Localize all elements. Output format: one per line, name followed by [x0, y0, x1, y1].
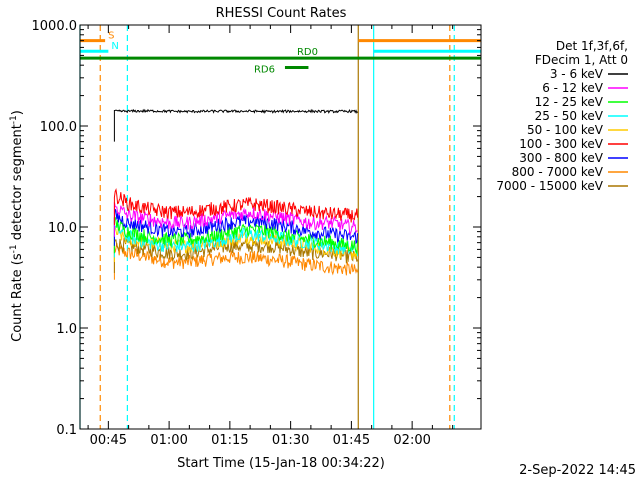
- data-series: [113, 108, 359, 280]
- x-tick-label-01-45: 01:45: [333, 433, 370, 448]
- flag-label-rd0: RD0: [297, 47, 318, 58]
- legend: Det 1f,3f,6f, FDecim 1, Att 0 3 - 6 keV6…: [496, 39, 628, 193]
- series-100-300-kev: [113, 187, 359, 225]
- y-tick-label-0-1: 0.1: [56, 423, 77, 438]
- flag-label-rd6: RD6: [254, 64, 275, 75]
- y-tick-label-10-0: 10.0: [48, 221, 77, 236]
- legend-label-25-50-kev: 25 - 50 keV: [535, 109, 604, 123]
- footer-date: 2-Sep-2022 14:45: [519, 463, 636, 478]
- legend-label-800-7000-kev: 800 - 7000 keV: [512, 165, 604, 179]
- legend-label-300-800-kev: 300 - 800 keV: [519, 151, 603, 165]
- x-tick-label-02-00: 02:00: [393, 433, 430, 448]
- legend-label-7000-15000-kev: 7000 - 15000 keV: [496, 179, 603, 193]
- series-3-6-kev: [113, 108, 358, 142]
- axis-ticks: 0.1 1.0 10.0 100.0 1000.0 00:45 01:00 01:15 01:3…: [32, 19, 481, 448]
- legend-header-1: Det 1f,3f,6f,: [556, 39, 628, 53]
- x-tick-label-00-45: 00:45: [90, 433, 127, 448]
- y-tick-label-1-0: 1.0: [56, 322, 77, 337]
- x-axis-label: Start Time (15-Jan-18 00:34:22): [177, 456, 385, 471]
- flag-label-n: N: [111, 41, 118, 52]
- legend-label-100-300-kev: 100 - 300 keV: [519, 137, 603, 151]
- y-axis-label: Count Rate (s-1 detector segment-1): [9, 110, 25, 342]
- legend-label-12-25-kev: 12 - 25 keV: [535, 95, 604, 109]
- y-tick-label-1000-0: 1000.0: [32, 19, 78, 34]
- x-tick-label-01-00: 01:00: [150, 433, 187, 448]
- legend-label-6-12-kev: 6 - 12 keV: [542, 81, 604, 95]
- series-800-7000-kev: [113, 242, 359, 280]
- x-tick-label-01-15: 01:15: [211, 433, 248, 448]
- series-7000-15000-kev: [113, 237, 359, 273]
- chart-title: RHESSI Count Rates: [216, 6, 347, 21]
- series-300-800-kev: [113, 208, 359, 246]
- x-tick-label-01-30: 01:30: [272, 433, 309, 448]
- legend-header-2: FDecim 1, Att 0: [535, 53, 628, 67]
- series-6-12-kev: [113, 202, 358, 237]
- series-12-25-kev: [113, 216, 359, 255]
- flag-bars: SN RD0 RD6: [80, 31, 481, 75]
- legend-label-50-100-kev: 50 - 100 keV: [527, 123, 604, 137]
- y-tick-label-100-0: 100.0: [40, 120, 77, 135]
- legend-label-3-6-kev: 3 - 6 keV: [550, 67, 604, 81]
- flag-label-s: S: [108, 31, 114, 42]
